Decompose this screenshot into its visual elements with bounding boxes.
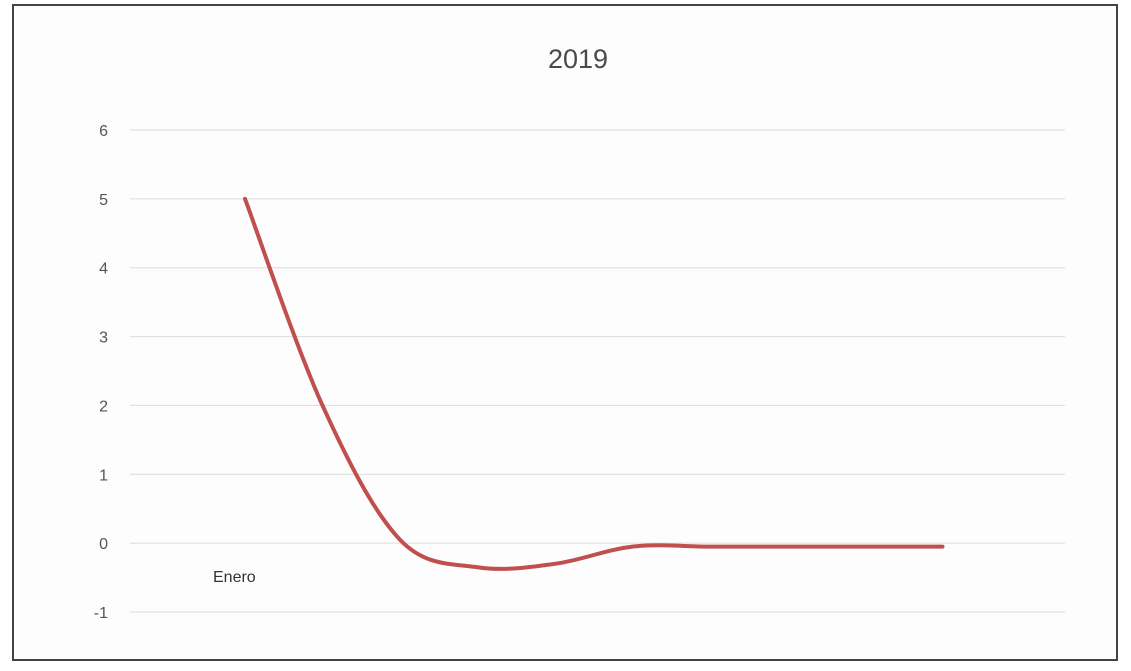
y-tick-label: -1 <box>94 605 108 622</box>
grid-lines <box>130 129 1065 613</box>
y-tick-label: 6 <box>99 123 108 140</box>
y-tick-label: 0 <box>99 536 108 553</box>
chart-title: 2019 <box>548 44 608 74</box>
y-tick-label: 5 <box>99 192 108 209</box>
y-tick-label: 3 <box>99 330 108 347</box>
y-tick-label: 4 <box>99 261 108 278</box>
chart-frame <box>12 4 1118 661</box>
y-tick-label: 2 <box>99 398 108 415</box>
y-tick-label: 1 <box>99 467 108 484</box>
y-axis-ticks: 6 5 4 3 2 1 0 -1 <box>94 123 108 622</box>
series-line <box>243 196 945 571</box>
category-label-enero: Enero <box>213 569 256 586</box>
